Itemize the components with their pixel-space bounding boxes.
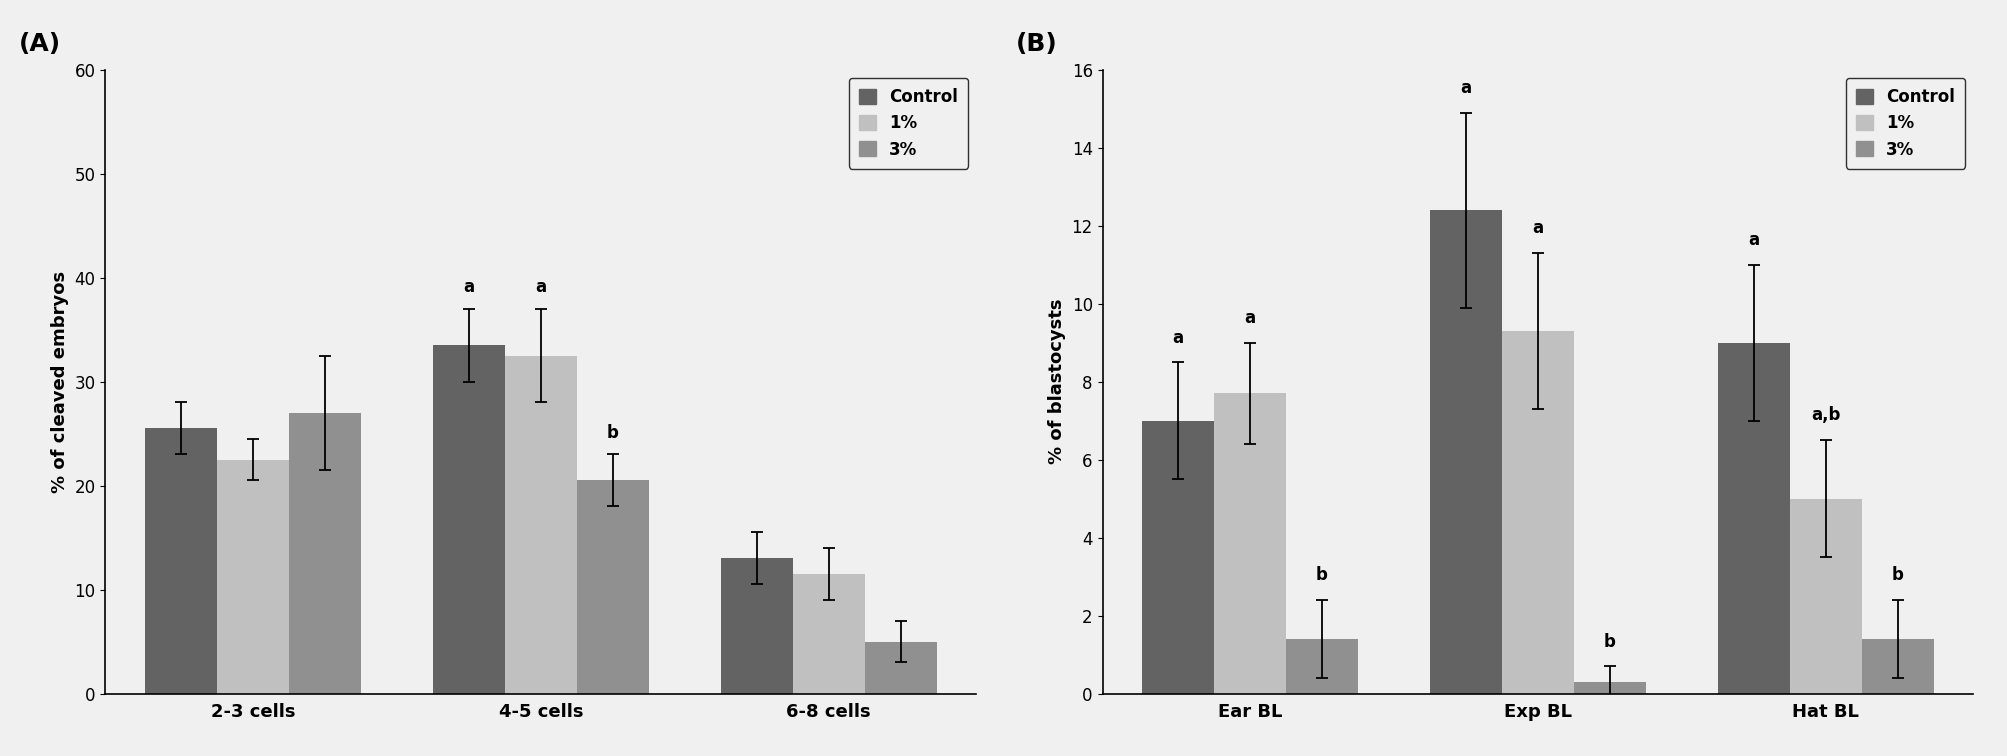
Bar <box>1788 499 1860 693</box>
Bar <box>145 429 217 693</box>
Text: b: b <box>1604 633 1616 651</box>
Bar <box>1142 420 1214 693</box>
Bar <box>1860 639 1933 693</box>
Bar <box>1284 639 1357 693</box>
Bar <box>721 559 793 693</box>
Legend: Control, 1%, 3%: Control, 1%, 3% <box>849 78 967 169</box>
Bar <box>289 413 361 693</box>
Text: a: a <box>1748 231 1758 249</box>
Bar <box>217 460 289 693</box>
Text: a: a <box>536 278 546 296</box>
Bar <box>504 355 576 693</box>
Text: (A): (A) <box>18 33 60 56</box>
Text: a: a <box>1531 219 1543 237</box>
Bar <box>434 345 504 693</box>
Legend: Control, 1%, 3%: Control, 1%, 3% <box>1844 78 1965 169</box>
Text: b: b <box>1315 566 1327 584</box>
Text: a: a <box>1459 79 1471 97</box>
Bar <box>576 480 648 693</box>
Bar <box>793 574 865 693</box>
Text: b: b <box>606 424 618 442</box>
Text: a: a <box>1244 309 1254 327</box>
Bar <box>1429 210 1501 693</box>
Bar <box>1501 331 1573 693</box>
Bar <box>1716 342 1788 693</box>
Text: a,b: a,b <box>1810 407 1840 425</box>
Text: a: a <box>1172 329 1182 346</box>
Bar <box>1214 393 1284 693</box>
Text: a: a <box>464 278 474 296</box>
Y-axis label: % of blastocysts: % of blastocysts <box>1048 299 1066 464</box>
Bar <box>1573 682 1646 693</box>
Bar <box>865 642 935 693</box>
Y-axis label: % of cleaved embryos: % of cleaved embryos <box>50 271 68 493</box>
Text: (B): (B) <box>1016 33 1056 56</box>
Text: b: b <box>1891 566 1903 584</box>
